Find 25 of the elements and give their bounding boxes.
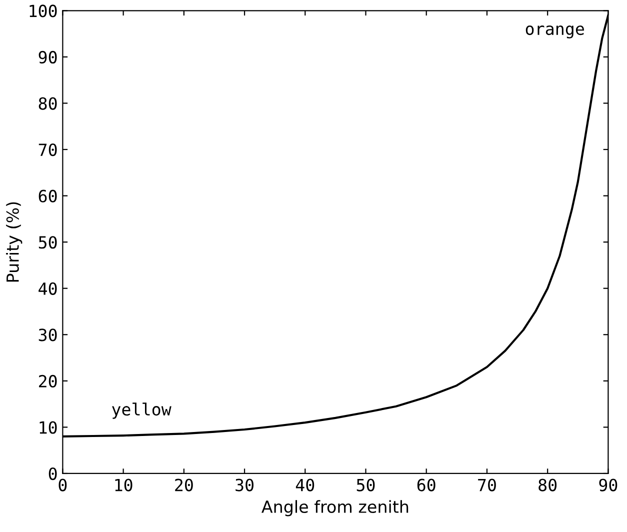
x-tick-label: 0 [58, 478, 67, 492]
y-tick-label: 100 [30, 4, 57, 18]
y-tick-label: 30 [38, 328, 57, 342]
x-tick-label: 60 [417, 478, 436, 492]
x-tick-label: 50 [356, 478, 375, 492]
y-tick-label: 60 [38, 190, 57, 202]
annotation: orange [526, 25, 584, 38]
y-tick-label: 10 [40, 421, 57, 434]
y-tick-label: 0 [48, 467, 57, 480]
x-tick-label: 80 [538, 478, 557, 492]
y-tick-label: 70 [38, 144, 57, 156]
x-tick-label: 20 [175, 478, 193, 492]
y-tick-label: 90 [38, 50, 57, 64]
y-axis-title: Purity (%) [6, 202, 22, 282]
x-tick-label: 70 [478, 478, 496, 492]
y-tick-label: 20 [39, 374, 57, 388]
x-tick-label: 30 [236, 478, 254, 492]
y-tick-label: 40 [38, 282, 57, 295]
y-tick-label: 50 [38, 236, 57, 249]
x-axis-title: Angle from zenith [262, 500, 408, 516]
annotation: yellow [112, 402, 172, 419]
x-tick-label: 40 [296, 478, 314, 492]
x-tick-label: 90 [599, 478, 618, 492]
x-tick-label: 10 [115, 478, 132, 492]
y-tick-label: 80 [38, 97, 57, 110]
